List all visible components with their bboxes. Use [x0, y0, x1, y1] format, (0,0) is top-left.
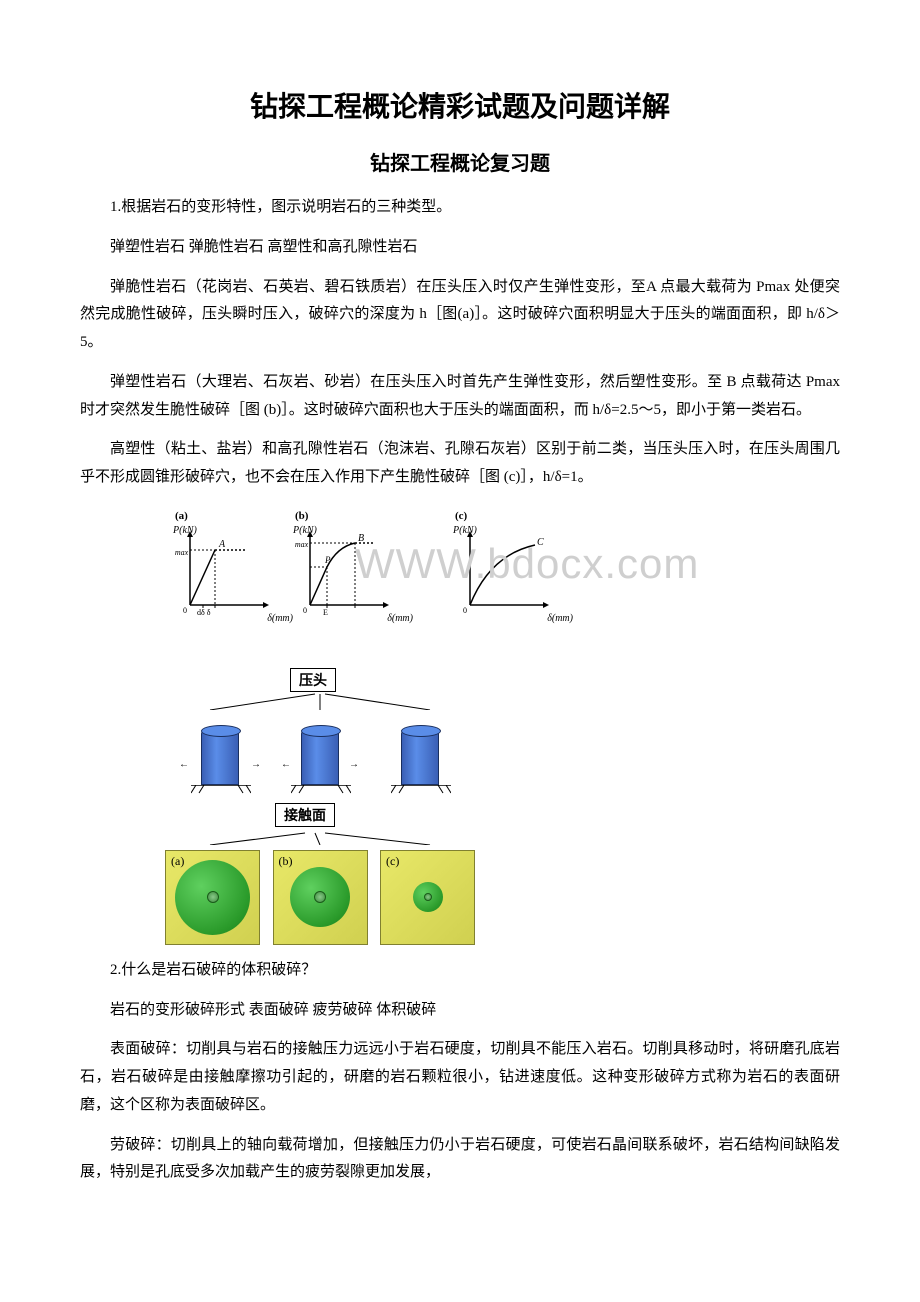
q1-question: 1.根据岩石的变形特性，图示说明岩石的三种类型。 — [80, 194, 840, 222]
contact-connection-svg — [160, 831, 480, 845]
deformation-charts: WWW.bdocx.com (a) P(kN) 0 A Pmax dδ δ — [175, 510, 840, 650]
contact-circle-b — [290, 867, 350, 927]
contact-label-row: 接触面 — [160, 799, 480, 831]
svg-text:0: 0 — [303, 606, 307, 615]
press-connection-svg — [160, 692, 480, 710]
q2-para2: 劳破碎：切削具上的轴向载荷增加，但接触压力仍小于岩石硬度，可使岩石晶间联系破坏，… — [80, 1132, 840, 1188]
contact-boxes-row: (a) (b) (c) — [160, 850, 480, 945]
chart-c: (c) P(kN) 0 C δ(mm) — [455, 525, 555, 620]
contact-box-a-label: (a) — [171, 854, 184, 869]
chart-c-ylabel: P(kN) — [453, 525, 477, 536]
chart-b-ylabel: P(kN) — [293, 525, 317, 536]
svg-text:Pmax: Pmax — [295, 540, 309, 549]
chart-a-svg: 0 A Pmax dδ δ — [175, 525, 275, 620]
chart-a: (a) P(kN) 0 A Pmax dδ δ δ(mm) — [175, 525, 275, 620]
press-head-label-row: 压头 — [160, 668, 480, 692]
svg-text:E: E — [323, 608, 328, 617]
press-cylinder-c-container — [401, 730, 439, 785]
q2-question: 2.什么是岩石破碎的体积破碎？ — [80, 957, 840, 985]
chart-a-xlabel: δ(mm) — [267, 613, 293, 624]
contact-box-a: (a) — [165, 850, 260, 945]
q1-para2: 弹塑性岩石（大理岩、石灰岩、砂岩）在压头压入时首先产生弹性变形，然后塑性变形。至… — [80, 369, 840, 425]
svg-text:P: P — [324, 555, 331, 565]
chart-a-label: (a) — [175, 510, 188, 522]
chart-b: (b) P(kN) 0 P B Pmax E δ(m — [295, 525, 395, 620]
q1-rock-types: 弹塑性岩石 弹脆性岩石 高塑性和高孔隙性岩石 — [80, 234, 840, 262]
q2-fracture-types: 岩石的变形破碎形式 表面破碎 疲劳破碎 体积破碎 — [80, 997, 840, 1025]
ground-hatch-b — [291, 785, 351, 795]
svg-text:dδ δ: dδ δ — [197, 608, 211, 617]
svg-text:0: 0 — [463, 606, 467, 615]
press-head-diagram: 压头 ← → ← — [160, 668, 480, 945]
q1-para1: 弹脆性岩石（花岗岩、石英岩、碧石铁质岩）在压头压入时仅产生弹性变形，至A 点最大… — [80, 274, 840, 357]
press-cylinder-a — [201, 730, 239, 785]
chart-c-label: (c) — [455, 510, 467, 522]
contact-circle-c — [413, 882, 443, 912]
chart-a-ylabel: P(kN) — [173, 525, 197, 536]
contact-box-c-label: (c) — [386, 854, 399, 869]
svg-text:0: 0 — [183, 606, 187, 615]
chart-b-xlabel: δ(mm) — [387, 613, 413, 624]
press-cylinder-a-container: ← → — [201, 730, 239, 785]
chart-c-xlabel: δ(mm) — [547, 613, 573, 624]
ground-hatch-c — [391, 785, 451, 795]
press-cylinder-b-container: ← → — [301, 730, 339, 785]
svg-text:B: B — [358, 533, 364, 544]
chart-b-svg: 0 P B Pmax E — [295, 525, 395, 620]
contact-box-b: (b) — [273, 850, 368, 945]
press-cylinder-b — [301, 730, 339, 785]
q1-para3: 高塑性（粘土、盐岩）和高孔隙性岩石（泡沫岩、孔隙石灰岩）区别于前二类，当压头压入… — [80, 436, 840, 492]
svg-text:Pmax: Pmax — [175, 548, 189, 557]
contact-surface-label: 接触面 — [275, 803, 335, 827]
chart-a-point-a: A — [218, 539, 226, 550]
ground-hatch-a — [191, 785, 251, 795]
press-cylinders-row: ← → ← → — [160, 715, 480, 785]
q2-para1: 表面破碎：切削具与岩石的接触压力远远小于岩石硬度，切削具不能压入岩石。切削具移动… — [80, 1036, 840, 1119]
contact-dot-b — [314, 891, 326, 903]
contact-dot-a — [207, 891, 219, 903]
sub-title: 钻探工程概论复习题 — [80, 147, 840, 176]
press-cylinder-c — [401, 730, 439, 785]
chart-c-svg: 0 C — [455, 525, 555, 620]
chart-b-label: (b) — [295, 510, 308, 522]
press-head-label: 压头 — [290, 668, 336, 692]
main-title: 钻探工程概论精彩试题及问题详解 — [80, 85, 840, 125]
svg-text:C: C — [537, 537, 544, 548]
contact-box-c: (c) — [380, 850, 475, 945]
contact-box-b-label: (b) — [279, 854, 293, 869]
contact-circle-a — [175, 860, 250, 935]
contact-dot-c — [424, 893, 432, 901]
